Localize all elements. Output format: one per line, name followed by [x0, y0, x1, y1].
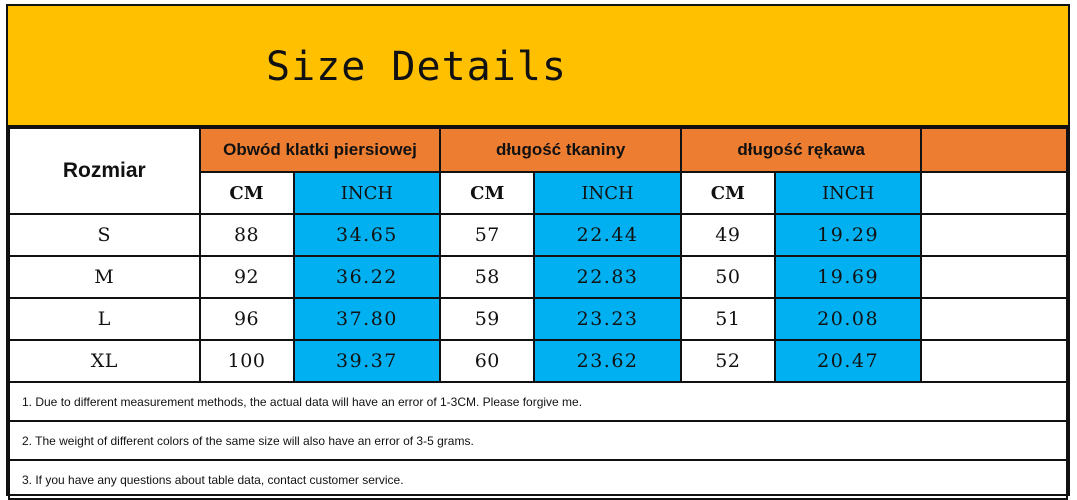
- length-cm-cell: 57: [439, 213, 536, 257]
- sleeve-header: długość rękawa: [679, 127, 923, 173]
- length-inch-cell: 22.83: [533, 255, 682, 299]
- size-cell: S: [8, 213, 201, 257]
- size-cell: M: [8, 255, 201, 299]
- note-row: 3. If you have any questions about table…: [8, 459, 1068, 500]
- chest-inch-cell: 39.37: [292, 339, 442, 383]
- empty-cell: [920, 339, 1068, 383]
- table-row: L 96 37.80 59 23.23 51 20.08: [8, 297, 1068, 341]
- length-cm-cell: 58: [439, 255, 536, 299]
- title-banner: Size Details: [8, 6, 1068, 127]
- chest-cm-cell: 88: [198, 213, 295, 257]
- chest-header: Obwód klatki piersiowej: [198, 127, 442, 173]
- sleeve-inch-cell: 20.08: [773, 297, 923, 341]
- chest-cm-unit: CM: [198, 171, 295, 215]
- length-header: długość tkaniny: [439, 127, 682, 173]
- header-row: Rozmiar Obwód klatki piersiowej długość …: [8, 127, 1068, 215]
- length-cm-cell: 60: [439, 339, 536, 383]
- note-customer-service: 3. If you have any questions about table…: [8, 459, 1068, 500]
- empty-cell: [920, 297, 1068, 341]
- size-chart: Size Details Rozmiar Obwód klatki piersi…: [6, 4, 1070, 500]
- chest-inch-cell: 34.65: [292, 213, 442, 257]
- note-weight-error: 2. The weight of different colors of the…: [8, 420, 1068, 461]
- sleeve-cm-unit: CM: [679, 171, 776, 215]
- sleeve-cm-cell: 52: [679, 339, 776, 383]
- sleeve-inch-cell: 19.29: [773, 213, 923, 257]
- sleeve-inch-cell: 19.69: [773, 255, 923, 299]
- length-cm-unit: CM: [439, 171, 536, 215]
- sleeve-inch-unit: INCH: [773, 171, 923, 215]
- size-cell: L: [8, 297, 201, 341]
- size-table: Rozmiar Obwód klatki piersiowej długość …: [8, 127, 1068, 500]
- chest-cm-cell: 96: [198, 297, 295, 341]
- sleeve-inch-cell: 20.47: [773, 339, 923, 383]
- table-row: XL 100 39.37 60 23.62 52 20.47: [8, 339, 1068, 383]
- table-row: M 92 36.22 58 22.83 50 19.69: [8, 255, 1068, 299]
- length-inch-cell: 23.62: [533, 339, 682, 383]
- note-measurement-error: 1. Due to different measurement methods,…: [8, 381, 1068, 422]
- sleeve-cm-cell: 50: [679, 255, 776, 299]
- chest-inch-cell: 37.80: [292, 297, 442, 341]
- size-column-header: Rozmiar: [8, 127, 201, 215]
- sleeve-cm-cell: 51: [679, 297, 776, 341]
- size-cell: XL: [8, 339, 201, 383]
- note-row: 2. The weight of different colors of the…: [8, 420, 1068, 461]
- chest-inch-unit: INCH: [292, 171, 442, 215]
- chest-cm-cell: 100: [198, 339, 295, 383]
- empty-unit-cell: [920, 171, 1068, 215]
- empty-cell: [920, 213, 1068, 257]
- chest-cm-cell: 92: [198, 255, 295, 299]
- empty-header-cell: [920, 127, 1068, 173]
- unit-row: CM INCH CM INCH CM INCH: [9, 171, 1068, 215]
- length-inch-cell: 23.23: [533, 297, 682, 341]
- chest-inch-cell: 36.22: [292, 255, 442, 299]
- note-row: 1. Due to different measurement methods,…: [8, 381, 1068, 422]
- length-inch-cell: 22.44: [533, 213, 682, 257]
- page-title: Size Details: [266, 44, 567, 90]
- length-inch-unit: INCH: [533, 171, 682, 215]
- table-row: S 88 34.65 57 22.44 49 19.29: [8, 213, 1068, 257]
- empty-cell: [920, 255, 1068, 299]
- sleeve-cm-cell: 49: [679, 213, 776, 257]
- length-cm-cell: 59: [439, 297, 536, 341]
